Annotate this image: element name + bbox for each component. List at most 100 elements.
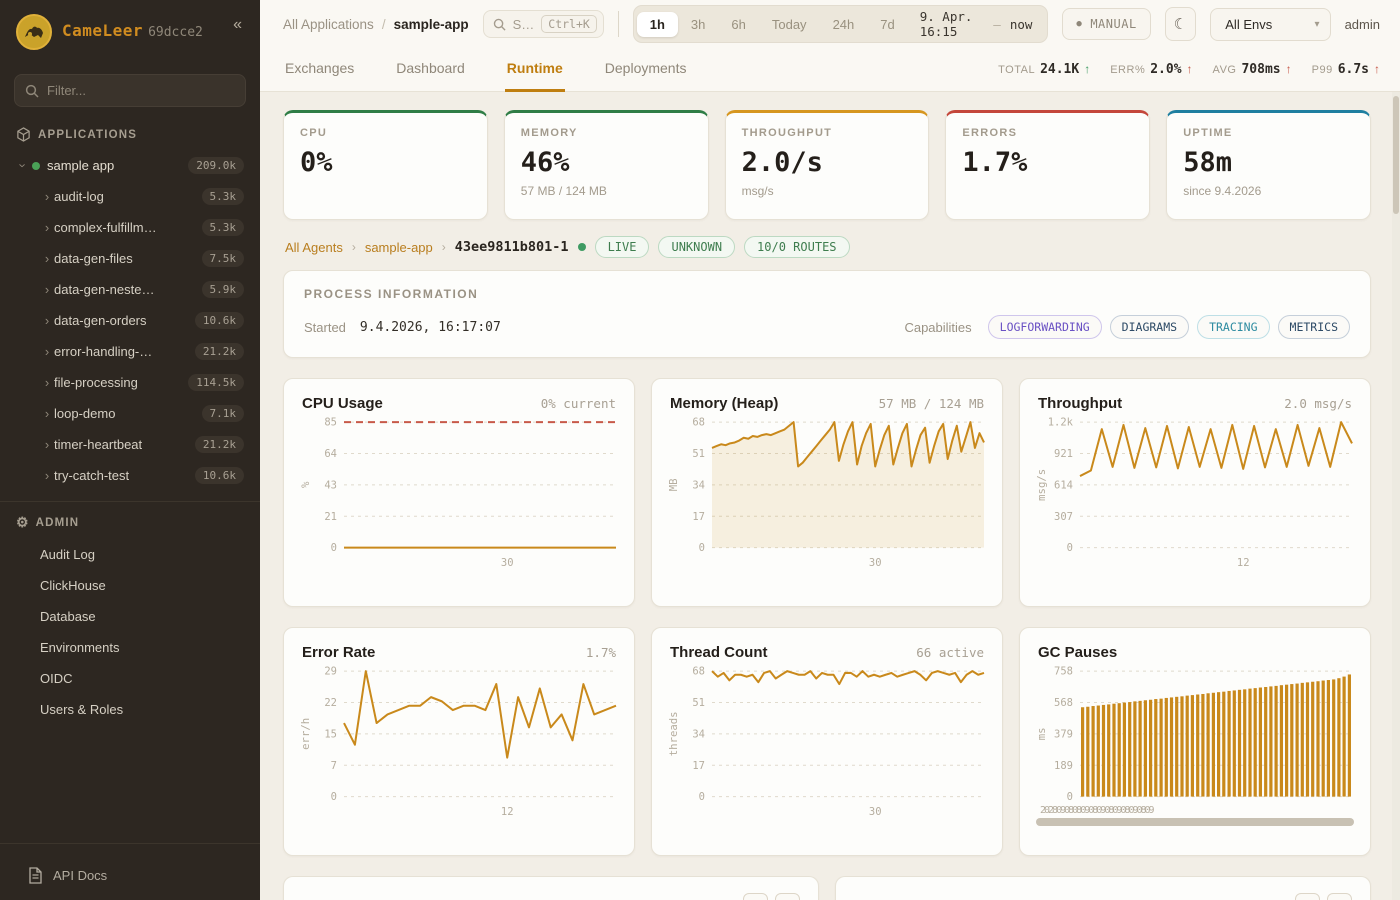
chevron-right-icon[interactable]: ›: [44, 313, 50, 328]
svg-text:ms: ms: [1036, 727, 1048, 740]
time-range-1h[interactable]: 1h: [636, 11, 678, 37]
throughput-plot: 1.2k 921 614 307 0 12 msg/s: [1036, 417, 1353, 569]
topbar: All Applications / sample-app S… Ctrl+K …: [260, 0, 1400, 48]
breadcrumb-all-applications[interactable]: All Applications: [283, 16, 374, 32]
manual-refresh-button[interactable]: ● MANUAL: [1062, 8, 1151, 40]
chart-throughput: Throughput 2.0 msg/s 1.2k 921 614 307 0 12 msg/…: [1019, 378, 1371, 607]
sidebar-item-audit-log[interactable]: Audit Log: [40, 547, 95, 562]
sidebar-item-route[interactable]: › error-handling-… 21.2k: [10, 336, 250, 367]
status-badge-routes: 10/0 ROUTES: [744, 236, 850, 258]
time-range-control: 1h 3h 6h Today 24h 7d 9. Apr. 16:15 — no…: [632, 5, 1049, 43]
chevron-right-icon[interactable]: ›: [44, 282, 50, 297]
sidebar-item-route[interactable]: › timer-heartbeat 21.2k: [10, 429, 250, 460]
gc-horizontal-scrollbar[interactable]: [1036, 818, 1354, 826]
tab-dashboard[interactable]: Dashboard: [396, 59, 465, 76]
env-select[interactable]: All Envs ▾: [1210, 7, 1331, 41]
chevron-right-icon[interactable]: ›: [44, 406, 50, 421]
sidebar-item-route[interactable]: › complex-fulfillm… 5.3k: [10, 212, 250, 243]
sidebar-collapse-icon[interactable]: «: [233, 16, 242, 33]
svg-text:0: 0: [1067, 542, 1073, 554]
time-range-6h[interactable]: 6h: [718, 12, 758, 37]
chevron-right-icon[interactable]: ›: [44, 375, 50, 390]
chevron-right-icon[interactable]: ›: [44, 344, 50, 359]
svg-text:12: 12: [1237, 557, 1250, 569]
tab-exchanges[interactable]: Exchanges: [285, 59, 355, 76]
gc-pauses-plot: 758 568 379 189 0 ms: [1036, 666, 1352, 803]
time-range-today[interactable]: Today: [759, 12, 820, 37]
search-input[interactable]: S… Ctrl+K: [482, 10, 604, 38]
sidebar-item-route[interactable]: › data-gen-orders 10.6k: [10, 305, 250, 336]
dark-mode-toggle[interactable]: ☾: [1164, 7, 1197, 41]
svg-text:64: 64: [324, 448, 337, 460]
svg-text:MB: MB: [668, 478, 680, 491]
svg-text:30: 30: [869, 806, 882, 818]
svg-text:msg/s: msg/s: [1036, 469, 1048, 501]
sidebar-item-route[interactable]: › loop-demo 7.1k: [10, 398, 250, 429]
sidebar-filter[interactable]: [14, 74, 246, 107]
sidebar-item-users-roles[interactable]: Users & Roles: [40, 702, 124, 717]
custom-range[interactable]: 9. Apr. 16:15 — now: [908, 9, 1045, 39]
refresh-button[interactable]: ↻: [1327, 893, 1352, 900]
sidebar-item-route[interactable]: › try-catch-test 10.6k: [10, 460, 250, 491]
metric-card-errors: ERRORS 1.7%: [945, 110, 1151, 220]
sidebar-item-route[interactable]: › file-processing 114.5k: [10, 367, 250, 398]
svg-text:15: 15: [324, 728, 337, 740]
agent-breadcrumb: All Agents › sample-app › 43ee9811b801-1…: [285, 236, 1369, 258]
svg-text:34: 34: [692, 479, 705, 491]
chevron-right-icon[interactable]: ›: [44, 437, 50, 452]
svg-text:17: 17: [692, 511, 705, 523]
count-badge: 209.0k: [188, 157, 244, 174]
time-range-3h[interactable]: 3h: [678, 12, 718, 37]
applications-tree: › sample app 209.0k › audit-log 5.3k › comp…: [0, 146, 260, 491]
brand-build: 69dcce2: [148, 25, 203, 40]
charts-row-1: CPU Usage 0% current 85 64 43 21 0 30% Memory …: [283, 378, 1371, 607]
tab-deployments[interactable]: Deployments: [604, 59, 687, 76]
sidebar-item-oidc[interactable]: OIDC: [40, 671, 73, 686]
metric-card-cpu: CPU 0%: [283, 110, 488, 220]
refresh-button[interactable]: ↻: [775, 893, 800, 900]
time-range-7d[interactable]: 7d: [867, 12, 907, 37]
tab-runtime[interactable]: Runtime: [504, 48, 565, 92]
count-badge: 7.5k: [201, 250, 244, 267]
bottom-row: APPLICATION LOG 100 entries ↓ ↻ Timeline…: [283, 876, 1371, 900]
sidebar-item-sample-app[interactable]: › sample app 209.0k: [10, 150, 250, 181]
chevron-right-icon[interactable]: ›: [44, 251, 50, 266]
metric-card-memory: MEMORY 46% 57 MB / 124 MB: [503, 110, 709, 220]
timeline-events-count: 4 events: [1224, 898, 1284, 900]
capabilities: Capabilities LOGFORWARDING DIAGRAMS TRAC…: [904, 315, 1350, 339]
page-scrollbar-track[interactable]: [1392, 92, 1400, 900]
download-button[interactable]: ↓: [743, 893, 768, 900]
sidebar-item-database[interactable]: Database: [40, 609, 96, 624]
stat-total: TOTAL 24.1K ↑: [998, 62, 1091, 77]
user-name[interactable]: admin: [1344, 16, 1380, 32]
count-badge: 5.3k: [201, 188, 244, 205]
stat-p99: P99 6.7s ↑: [1311, 62, 1380, 77]
gc-x-axis-overlap-labels: 2028090808090809080908090809: [1040, 805, 1155, 816]
sidebar-item-route[interactable]: › data-gen-files 7.5k: [10, 243, 250, 274]
chevron-down-icon[interactable]: ›: [15, 163, 31, 168]
chevron-right-icon[interactable]: ›: [44, 220, 50, 235]
filter-input[interactable]: [47, 83, 235, 98]
chevron-right-icon[interactable]: ›: [44, 468, 50, 483]
svg-text:189: 189: [1054, 760, 1073, 772]
chevron-right-icon[interactable]: ›: [44, 189, 50, 204]
chart-thread-count: Thread Count 66 active 68 51 34 17 0 30 threads: [651, 627, 1003, 856]
sidebar-item-route[interactable]: › data-gen-neste… 5.9k: [10, 274, 250, 305]
chart-gc-pauses: GC Pauses 758 568 379 189 0 ms 20280908080908…: [1019, 627, 1371, 856]
time-range-24h[interactable]: 24h: [820, 12, 868, 37]
agent-link-all-agents[interactable]: All Agents: [285, 239, 343, 255]
sidebar-item-clickhouse[interactable]: ClickHouse: [40, 578, 106, 593]
sidebar-item-api-docs[interactable]: API Docs: [0, 854, 260, 900]
metric-card-uptime: UPTIME 58m since 9.4.2026: [1166, 110, 1371, 220]
svg-text:51: 51: [692, 448, 705, 460]
svg-text:43: 43: [324, 479, 337, 491]
sidebar-item-environments[interactable]: Environments: [40, 640, 120, 655]
sidebar-item-route[interactable]: › audit-log 5.3k: [10, 181, 250, 212]
chart-error-rate: Error Rate 1.7% 29 22 15 7 0 12 err/h: [283, 627, 635, 856]
page-scrollbar-thumb[interactable]: [1393, 96, 1399, 214]
gear-icon: ⚙: [16, 514, 29, 530]
download-icon: ↓: [1304, 898, 1311, 900]
breadcrumb-current: sample-app: [393, 16, 469, 32]
download-button[interactable]: ↓: [1295, 893, 1320, 900]
agent-link-sample-app[interactable]: sample-app: [364, 239, 433, 255]
